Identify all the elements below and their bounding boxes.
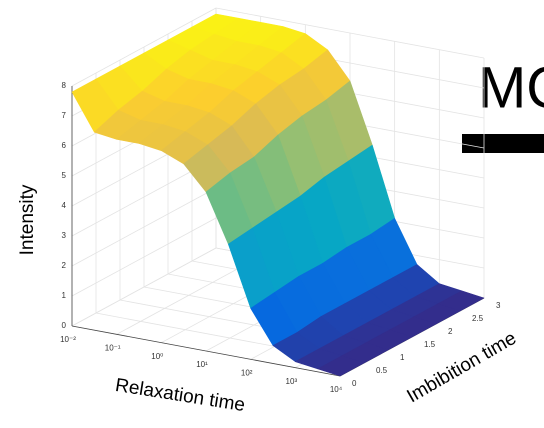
y-tick-label: 0 [352, 379, 357, 388]
z-tick-label: 8 [62, 81, 67, 90]
y-tick-label: 1 [400, 353, 405, 362]
y-tick-label: 2 [448, 327, 453, 336]
z-tick-label: 4 [62, 201, 67, 210]
heading-bar [462, 134, 544, 153]
x-tick-label: 10¹ [196, 360, 208, 369]
slide-heading: MO [478, 55, 544, 120]
y-tick-label: 3 [496, 301, 501, 310]
y-tick-label: 1.5 [424, 340, 436, 349]
x-tick-label: 10⁻¹ [105, 343, 121, 352]
x-tick-label: 10³ [286, 377, 298, 386]
x-tick-label: 10² [241, 368, 253, 377]
chart: 0 1 2 3 4 5 6 7 8 10⁻² 10⁻¹ 10⁰ 10¹ 10² 10³ 10⁴ 0 0.5 1 1.5… [60, 7, 501, 394]
surface-cell [317, 355, 365, 377]
z-tick-label: 6 [62, 141, 67, 150]
x-tick-label: 10⁻² [60, 335, 76, 344]
y-tick-label: 0.5 [376, 366, 388, 375]
z-tick-label: 2 [62, 261, 67, 270]
z-tick-label: 7 [62, 111, 67, 120]
z-tick-label: 5 [62, 171, 67, 180]
x-tick-label: 10⁴ [330, 385, 343, 394]
y-tick-label: 2.5 [472, 314, 484, 323]
z-tick-label: 1 [62, 291, 67, 300]
x-tick-label: 10⁰ [151, 352, 163, 361]
axis-line [71, 325, 341, 377]
z-tick-label: 0 [62, 321, 67, 330]
z-axis-label: Intensity [17, 184, 38, 255]
z-tick-label: 3 [62, 231, 67, 240]
